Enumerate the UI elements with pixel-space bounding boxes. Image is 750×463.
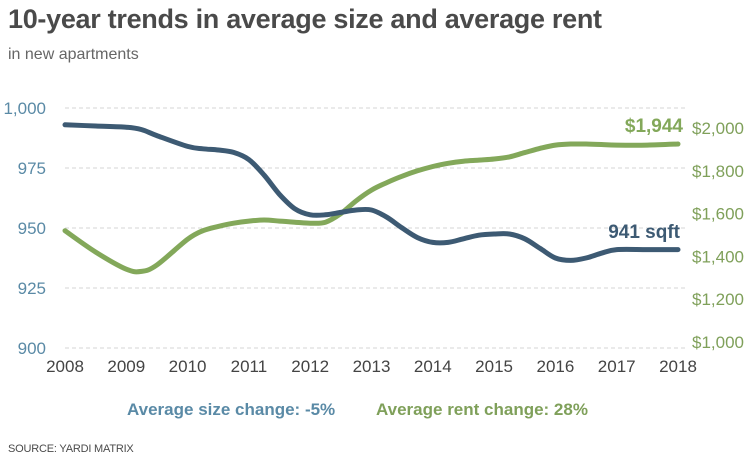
right-tick-label: $1,800 bbox=[692, 162, 744, 181]
left-tick-label: 925 bbox=[18, 279, 46, 298]
left-tick-label: 975 bbox=[18, 159, 46, 178]
x-tick-label: 2018 bbox=[659, 357, 697, 376]
series-lines bbox=[62, 122, 681, 275]
size-series-line bbox=[62, 122, 681, 263]
chart-subtitle: in new apartments bbox=[8, 46, 139, 63]
right-tick-label: $2,000 bbox=[692, 119, 744, 138]
x-tick-label: 2017 bbox=[598, 357, 636, 376]
left-tick-label: 1,000 bbox=[3, 99, 46, 118]
right-tick-label: $1,200 bbox=[692, 290, 744, 309]
x-tick-label: 2014 bbox=[414, 357, 452, 376]
right-tick-label: $1,000 bbox=[692, 333, 744, 352]
x-tick-label: 2015 bbox=[475, 357, 513, 376]
grid-lines bbox=[65, 107, 688, 349]
x-tick-label: 2011 bbox=[231, 357, 268, 376]
left-tick-label: 950 bbox=[18, 219, 46, 238]
chart-title: 10-year trends in average size and avera… bbox=[8, 4, 602, 34]
right-tick-label: $1,400 bbox=[692, 247, 744, 266]
x-tick-label: 2010 bbox=[169, 357, 207, 376]
x-tick-label: 2009 bbox=[107, 357, 145, 376]
left-tick-label: 900 bbox=[18, 339, 46, 358]
x-tick-label: 2008 bbox=[46, 357, 84, 376]
rent-series-line bbox=[62, 141, 681, 275]
right-tick-label: $1,600 bbox=[692, 205, 744, 224]
x-tick-label: 2013 bbox=[353, 357, 391, 376]
x-axis-ticks: 2008 2009 2010 2011 2012 2013 2014 2015 2016 2017… bbox=[46, 357, 697, 376]
x-tick-label: 2016 bbox=[536, 357, 574, 376]
left-axis-ticks: 1,000 975 950 925 900 bbox=[3, 99, 46, 358]
right-axis-ticks: $2,000 $1,800 $1,600 $1,400 $1,200 $1,000 bbox=[692, 119, 744, 352]
x-tick-label: 2012 bbox=[291, 357, 329, 376]
size-end-label: 941 sqft bbox=[608, 222, 680, 243]
source-note: SOURCE: YARDI MATRIX bbox=[8, 443, 134, 455]
size-change-caption: Average size change: -5% bbox=[127, 400, 335, 419]
rent-end-label: $1,944 bbox=[625, 116, 684, 137]
rent-change-caption: Average rent change: 28% bbox=[376, 400, 588, 419]
